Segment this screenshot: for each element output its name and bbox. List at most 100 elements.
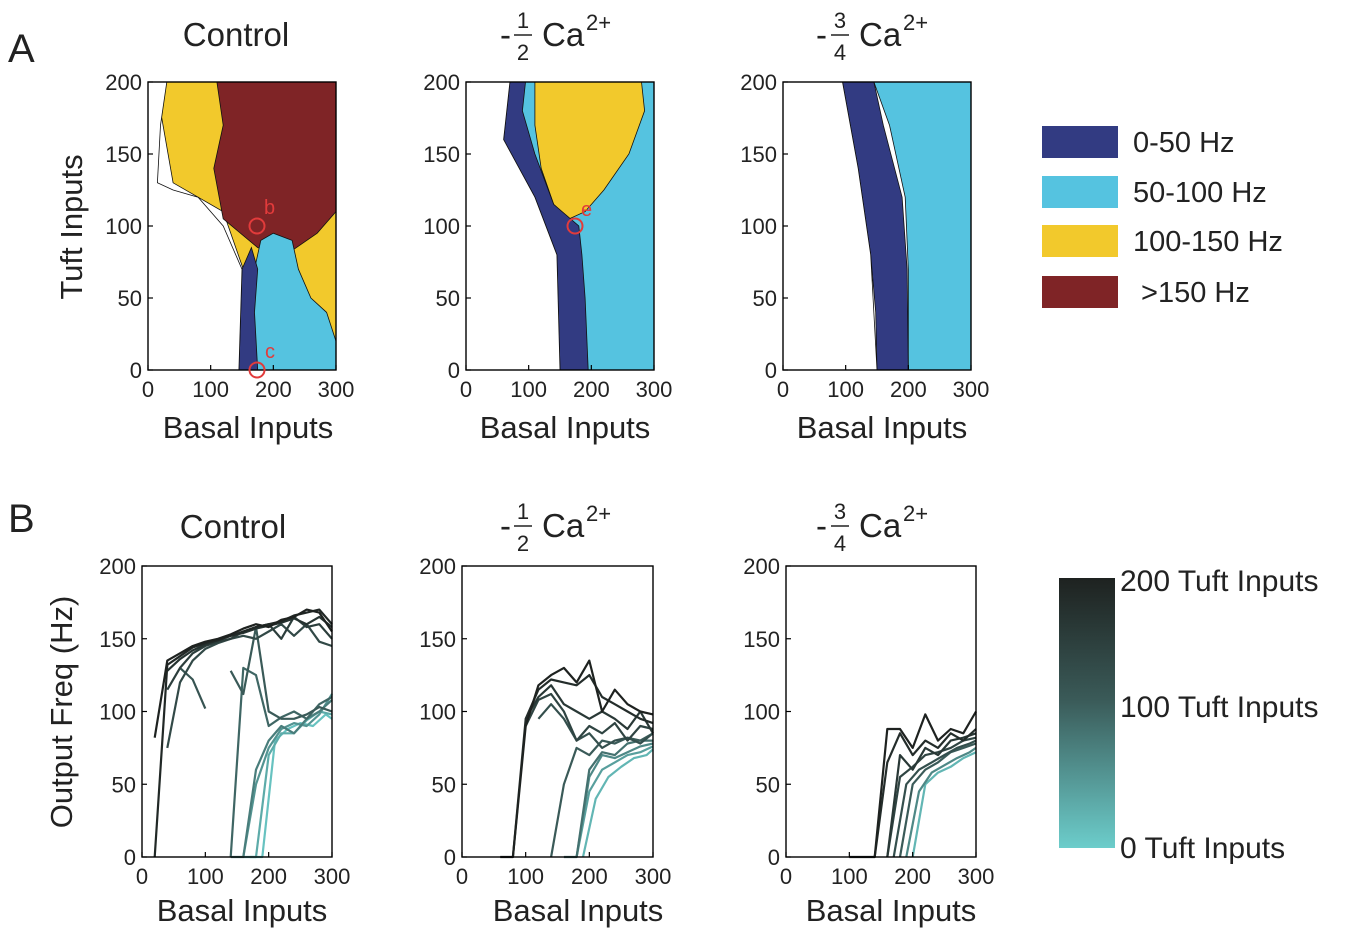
x-tick-label: 0	[777, 377, 789, 402]
series-line-tuft-20	[911, 751, 977, 858]
annotation-c-label: c	[265, 341, 275, 363]
title-superscript: 2+	[586, 10, 611, 35]
y-tick-label: 100	[740, 214, 777, 239]
y-tick-label: 0	[444, 845, 456, 870]
series-line-tuft-90	[229, 666, 333, 858]
legend-label-0-50: 0-50 Hz	[1133, 127, 1235, 159]
y-tick-label: 50	[753, 286, 777, 311]
y-tick-label: 200	[419, 554, 456, 579]
colorbar-mid-label: 100 Tuft Inputs	[1120, 691, 1318, 724]
legend-label-150-plus: >150 Hz	[1133, 277, 1250, 309]
x-tick-label: 100	[827, 377, 864, 402]
x-tick-label: 300	[318, 377, 355, 402]
x-tick-label: 300	[953, 377, 990, 402]
y-tick-label: 100	[99, 700, 136, 725]
chart-title: - 3 4 Ca 2+	[816, 499, 928, 556]
series-line-tuft-80	[563, 739, 653, 859]
series-line-tuft-140	[524, 692, 654, 742]
series-line-tuft-120	[892, 739, 977, 858]
x-axis-label: Basal Inputs	[157, 893, 328, 928]
x-tick-label: 0	[136, 864, 148, 889]
series-line-tuft-200	[849, 710, 977, 859]
y-tick-label: 150	[423, 142, 460, 167]
title-numerator: 1	[517, 499, 529, 524]
annotation-e-label: e	[581, 199, 592, 221]
y-tick-label: 150	[105, 142, 142, 167]
x-tick-label: 200	[571, 864, 608, 889]
line-chart-half-ca: - 1 2 Ca 2+ 0 100 200 300 0 50 100 150 200 Basal…	[419, 499, 671, 928]
series-line-tuft-10	[249, 713, 333, 859]
y-axis-label: Tuft Inputs	[54, 154, 89, 299]
x-tick-label: 0	[780, 864, 792, 889]
x-axis-label: Basal Inputs	[806, 893, 977, 928]
series-line-tuft-50	[242, 693, 333, 858]
series-line-tuft-180	[873, 728, 977, 858]
annotation-b-label: b	[264, 197, 275, 219]
title-numerator: 3	[834, 499, 846, 524]
heatmap-three-quarter-ca: - 3 4 Ca 2+ 0 100 200 300 0 50 100 150 200 Basal…	[740, 8, 989, 445]
title-numerator: 1	[517, 8, 529, 33]
title-denominator: 4	[834, 40, 846, 65]
series-line-tuft-200	[500, 659, 654, 859]
x-tick-label: 0	[456, 864, 468, 889]
heatmap-control: Control 0 100 200 300 0 50 100 150 200 Basal Inp…	[54, 16, 354, 445]
y-tick-label: 150	[99, 627, 136, 652]
series-line-tuft-100	[898, 742, 977, 858]
legend-swatch-100-150	[1042, 225, 1118, 257]
x-tick-label: 200	[894, 864, 931, 889]
y-tick-label: 50	[118, 286, 142, 311]
title-base: Ca	[542, 507, 585, 544]
series-line-tuft-60	[905, 746, 977, 858]
title-prefix: -	[500, 507, 511, 544]
colorbar-gradient	[1059, 578, 1115, 848]
y-tick-label: 200	[423, 70, 460, 95]
y-tick-label: 150	[740, 142, 777, 167]
x-tick-label: 200	[573, 377, 610, 402]
y-tick-label: 200	[99, 554, 136, 579]
legend-swatch-50-100	[1042, 176, 1118, 208]
x-axis-label: Basal Inputs	[163, 410, 334, 445]
y-tick-label: 0	[765, 358, 777, 383]
x-tick-label: 100	[507, 864, 544, 889]
region-100-150-hz	[534, 81, 646, 220]
x-tick-label: 0	[142, 377, 154, 402]
series-line-tuft-130	[166, 623, 333, 749]
series-line-tuft-100	[229, 626, 333, 720]
title-prefix: -	[500, 16, 511, 53]
title-denominator: 2	[517, 40, 529, 65]
x-tick-label: 200	[250, 864, 287, 889]
title-superscript: 2+	[586, 501, 611, 526]
series-line-tuft-110	[179, 667, 207, 710]
title-numerator: 3	[834, 8, 846, 33]
line-chart-control: Control 0 100 200 300 0 50 100 150 200 Basal Inp…	[44, 508, 350, 928]
title-prefix: -	[816, 507, 827, 544]
legend-swatch-0-50	[1042, 126, 1118, 158]
y-tick-label: 150	[419, 627, 456, 652]
y-tick-label: 50	[436, 286, 460, 311]
x-tick-label: 0	[460, 377, 472, 402]
x-tick-label: 300	[635, 864, 672, 889]
line-chart-three-quarter-ca: - 3 4 Ca 2+ 0 100 200 300 0 50 100 150 200 Basal…	[743, 499, 994, 928]
x-tick-label: 100	[831, 864, 868, 889]
legend: 0-50 Hz 50-100 Hz 100-150 Hz >150 Hz	[1042, 126, 1283, 309]
x-tick-label: 100	[192, 377, 229, 402]
series-line-tuft-190	[153, 608, 333, 858]
title-prefix: -	[816, 16, 827, 53]
title-base: Ca	[859, 507, 902, 544]
y-tick-label: 0	[448, 358, 460, 383]
y-tick-label: 0	[124, 845, 136, 870]
series-line-tuft-100	[550, 732, 654, 858]
series-line-tuft-20	[581, 748, 654, 858]
y-tick-label: 100	[423, 214, 460, 239]
y-tick-label: 200	[743, 554, 780, 579]
annotation-b-marker	[248, 217, 266, 235]
title-superscript: 2+	[903, 10, 928, 35]
y-tick-label: 150	[743, 627, 780, 652]
title-base: Ca	[542, 16, 585, 53]
y-tick-label: 0	[768, 845, 780, 870]
y-tick-label: 100	[105, 214, 142, 239]
y-tick-label: 100	[419, 700, 456, 725]
legend-label-100-150: 100-150 Hz	[1133, 226, 1283, 258]
x-axis-label: Basal Inputs	[480, 410, 651, 445]
